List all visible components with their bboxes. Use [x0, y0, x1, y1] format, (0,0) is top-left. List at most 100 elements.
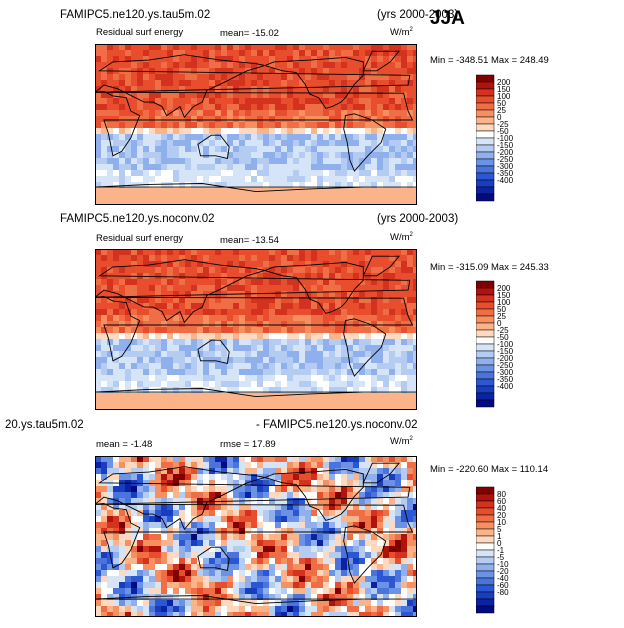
- map-field-cell: [335, 321, 342, 328]
- map-field-cell: [161, 363, 168, 370]
- map-field-cell: [233, 387, 240, 394]
- map-field-cell: [323, 480, 330, 487]
- map-field-cell: [155, 387, 162, 394]
- map-field-cell: [341, 44, 348, 51]
- map-field-cell: [173, 321, 180, 328]
- map-field-cell: [371, 570, 378, 577]
- map-field-cell: [197, 273, 204, 280]
- map-field-cell: [131, 297, 138, 304]
- map-field-cell: [341, 456, 348, 463]
- map-field-cell: [323, 44, 330, 51]
- map-field-cell: [281, 152, 288, 159]
- map-field-cell: [191, 86, 198, 93]
- map-field-cell: [383, 321, 390, 328]
- map-field-cell: [209, 44, 216, 51]
- map-field-cell: [353, 480, 360, 487]
- map-field-cell: [305, 405, 312, 410]
- map-field-cell: [329, 80, 336, 87]
- map-field-cell: [221, 399, 228, 406]
- map-field-cell: [317, 158, 324, 165]
- map-field-cell: [311, 285, 318, 292]
- map-field-cell: [377, 492, 384, 499]
- map-field-cell: [395, 327, 402, 334]
- map-field-cell: [143, 110, 150, 117]
- map-field-cell: [167, 62, 174, 69]
- panel1-colorbar-label: 200: [497, 78, 511, 87]
- map-field-cell: [203, 462, 210, 469]
- map-field-cell: [251, 44, 258, 51]
- map-field-cell: [389, 44, 396, 51]
- panel3-map: [95, 456, 417, 617]
- map-field-cell: [377, 516, 384, 523]
- map-field-cell: [251, 56, 258, 63]
- map-field-cell: [143, 582, 150, 589]
- map-field-cell: [389, 297, 396, 304]
- map-field-cell: [317, 564, 324, 571]
- map-field-cell: [245, 279, 252, 286]
- map-field-cell: [269, 98, 276, 105]
- map-field-cell: [263, 399, 270, 406]
- map-field-cell: [281, 363, 288, 370]
- map-field-cell: [263, 44, 270, 51]
- map-field-cell: [317, 74, 324, 81]
- map-field-cell: [173, 170, 180, 177]
- map-field-cell: [113, 387, 120, 394]
- map-field-cell: [131, 327, 138, 334]
- map-field-cell: [389, 462, 396, 469]
- map-field-cell: [323, 534, 330, 541]
- map-field-cell: [251, 612, 258, 617]
- map-field-cell: [395, 375, 402, 382]
- map-field-cell: [119, 267, 126, 274]
- map-field-cell: [335, 110, 342, 117]
- map-field-cell: [173, 468, 180, 475]
- map-field-cell: [311, 74, 318, 81]
- map-field-cell: [287, 492, 294, 499]
- map-field-cell: [365, 80, 372, 87]
- map-field-cell: [347, 399, 354, 406]
- map-field-cell: [329, 399, 336, 406]
- map-field-cell: [353, 170, 360, 177]
- map-field-cell: [371, 279, 378, 286]
- map-field-cell: [227, 92, 234, 99]
- map-field-cell: [137, 297, 144, 304]
- map-field-cell: [323, 140, 330, 147]
- map-field-cell: [359, 468, 366, 475]
- map-field-cell: [317, 357, 324, 364]
- map-field-cell: [389, 606, 396, 613]
- map-field-cell: [191, 474, 198, 481]
- map-field-cell: [359, 44, 366, 51]
- map-field-cell: [329, 285, 336, 292]
- map-field-cell: [251, 504, 258, 511]
- panel3-colorbar-label: -5: [497, 553, 505, 562]
- map-field-cell: [323, 351, 330, 358]
- map-field-cell: [371, 492, 378, 499]
- map-field-cell: [323, 528, 330, 535]
- map-field-cell: [137, 200, 144, 205]
- map-field-cell: [395, 104, 402, 111]
- map-field-cell: [293, 122, 300, 129]
- map-field-cell: [407, 309, 414, 316]
- map-field-cell: [101, 134, 108, 141]
- map-field-cell: [179, 297, 186, 304]
- map-field-cell: [317, 110, 324, 117]
- map-field-cell: [263, 279, 270, 286]
- map-field-cell: [353, 576, 360, 583]
- map-field-cell: [413, 279, 417, 286]
- map-field-cell: [359, 315, 366, 322]
- map-field-cell: [179, 80, 186, 87]
- map-field-cell: [353, 606, 360, 613]
- map-field-cell: [287, 510, 294, 517]
- map-field-cell: [131, 285, 138, 292]
- map-field-cell: [137, 534, 144, 541]
- map-field-cell: [329, 98, 336, 105]
- map-field-cell: [101, 522, 108, 529]
- map-field-cell: [413, 273, 417, 280]
- panel2-colorbar-label: -200: [497, 354, 514, 363]
- map-field-cell: [245, 576, 252, 583]
- map-field-cell: [113, 552, 120, 559]
- map-field-cell: [197, 249, 204, 256]
- panel3-colorbar-box: [476, 598, 495, 607]
- map-field-cell: [347, 122, 354, 129]
- map-field-cell: [143, 339, 150, 346]
- map-field-cell: [203, 140, 210, 147]
